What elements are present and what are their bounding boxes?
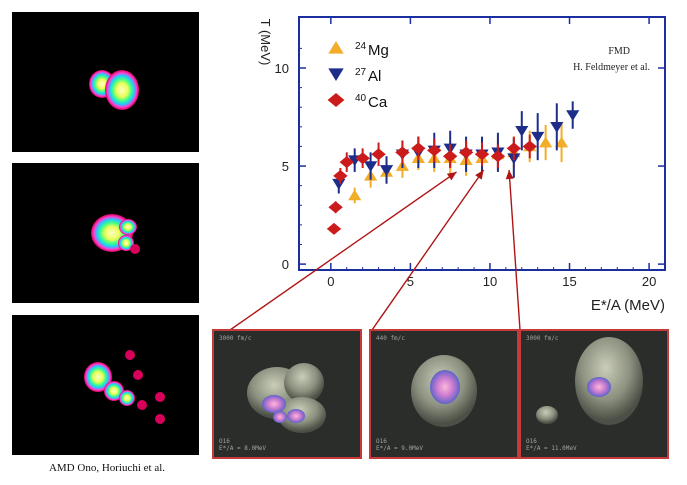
data-point-ca bbox=[333, 169, 348, 182]
fmd-snapshot-3: 3000 fm/c O16 E*/A = 11.0MeV bbox=[519, 329, 669, 459]
data-point-al bbox=[566, 110, 580, 122]
x-tick-label: 0 bbox=[327, 274, 334, 289]
thumb-2-nucleus: O16 bbox=[376, 438, 387, 445]
data-point-mg bbox=[348, 189, 362, 201]
legend-marker-mg bbox=[328, 41, 344, 54]
legend-mass-al: 27 bbox=[355, 67, 367, 78]
y-tick-label: 0 bbox=[282, 257, 289, 272]
pointer-line-1 bbox=[229, 171, 457, 331]
amd-snapshot-late bbox=[12, 315, 199, 455]
y-tick-label: 5 bbox=[282, 159, 289, 174]
pointer-arrowhead-3 bbox=[505, 169, 514, 180]
fmd-snapshot-1: 3000 fm/c O16 E*/A = 8.0MeV bbox=[212, 329, 362, 459]
data-point-ca bbox=[355, 152, 370, 165]
legend-marker-ca bbox=[327, 93, 345, 107]
thumb-1-nucleus: O16 bbox=[219, 438, 230, 445]
data-point-ca bbox=[395, 146, 410, 159]
x-tick-label: 5 bbox=[407, 274, 414, 289]
thumb-3-nucleus: O16 bbox=[526, 438, 537, 445]
data-point-ca bbox=[474, 148, 490, 161]
thumb-3-time: 3000 fm/c bbox=[526, 335, 559, 342]
data-point-ca bbox=[506, 142, 522, 155]
thumb-1-energy: E*/A = 8.0MeV bbox=[219, 445, 266, 452]
data-point-ca bbox=[458, 146, 474, 159]
y-axis-label: T (MeV) bbox=[258, 19, 273, 66]
data-point-mg bbox=[539, 136, 553, 148]
data-point-ca bbox=[411, 142, 426, 155]
legend-label-ca: Ca bbox=[368, 94, 388, 111]
data-point-ca bbox=[490, 150, 506, 163]
data-point-ca bbox=[371, 148, 386, 161]
data-point-al bbox=[364, 161, 378, 173]
thumb-2-energy: E*/A = 9.0MeV bbox=[376, 445, 423, 452]
amd-snapshot-middle bbox=[12, 163, 199, 303]
temperature-chart: 0 5 10 15 20 0 5 10 E*/A (MeV) T (MeV) FMD H. Feldm… bbox=[229, 16, 666, 331]
x-axis-label: E*/A (MeV) bbox=[591, 297, 665, 314]
data-point-ca bbox=[442, 150, 458, 163]
pointer-arrowhead-1 bbox=[446, 171, 457, 181]
thumb-2-time: 440 fm/c bbox=[376, 335, 405, 342]
data-point-al bbox=[550, 122, 564, 133]
y-tick-label: 10 bbox=[275, 61, 289, 76]
data-point-al bbox=[332, 178, 346, 190]
annotation-fmd: FMD bbox=[608, 46, 630, 57]
data-point-ca bbox=[326, 222, 342, 235]
legend-marker-al bbox=[328, 68, 344, 81]
data-point-ca bbox=[328, 201, 343, 214]
data-point-al bbox=[379, 165, 394, 176]
amd-snapshot-early bbox=[12, 12, 199, 152]
fmd-snapshot-2: 440 fm/c O16 E*/A = 9.0MeV bbox=[369, 329, 519, 459]
x-tick-label: 20 bbox=[642, 274, 656, 289]
legend-mass-mg: 24 bbox=[355, 41, 367, 52]
data-point-al bbox=[515, 125, 529, 137]
thumb-1-time: 3000 fm/c bbox=[219, 335, 252, 342]
data-point-ca bbox=[427, 144, 442, 157]
plot-frame bbox=[298, 16, 666, 271]
legend-label-mg: Mg bbox=[368, 42, 389, 59]
amd-caption: AMD Ono, Horiuchi et al. bbox=[48, 462, 166, 474]
pointer-line-3 bbox=[508, 169, 521, 331]
data-point-al bbox=[531, 131, 545, 143]
pointer-arrowhead-2 bbox=[475, 169, 484, 180]
data-point-ca bbox=[522, 140, 537, 153]
pointer-line-2 bbox=[371, 169, 485, 331]
legend-label-al: Al bbox=[368, 68, 381, 85]
data-point-ca bbox=[339, 156, 354, 169]
x-tick-label: 15 bbox=[562, 274, 576, 289]
annotation-author: H. Feldmeyer et al. bbox=[573, 62, 650, 73]
data-point-mg bbox=[554, 136, 569, 148]
legend-mass-ca: 40 bbox=[355, 93, 367, 104]
thumb-3-energy: E*/A = 11.0MeV bbox=[526, 445, 577, 452]
x-tick-label: 10 bbox=[483, 274, 497, 289]
